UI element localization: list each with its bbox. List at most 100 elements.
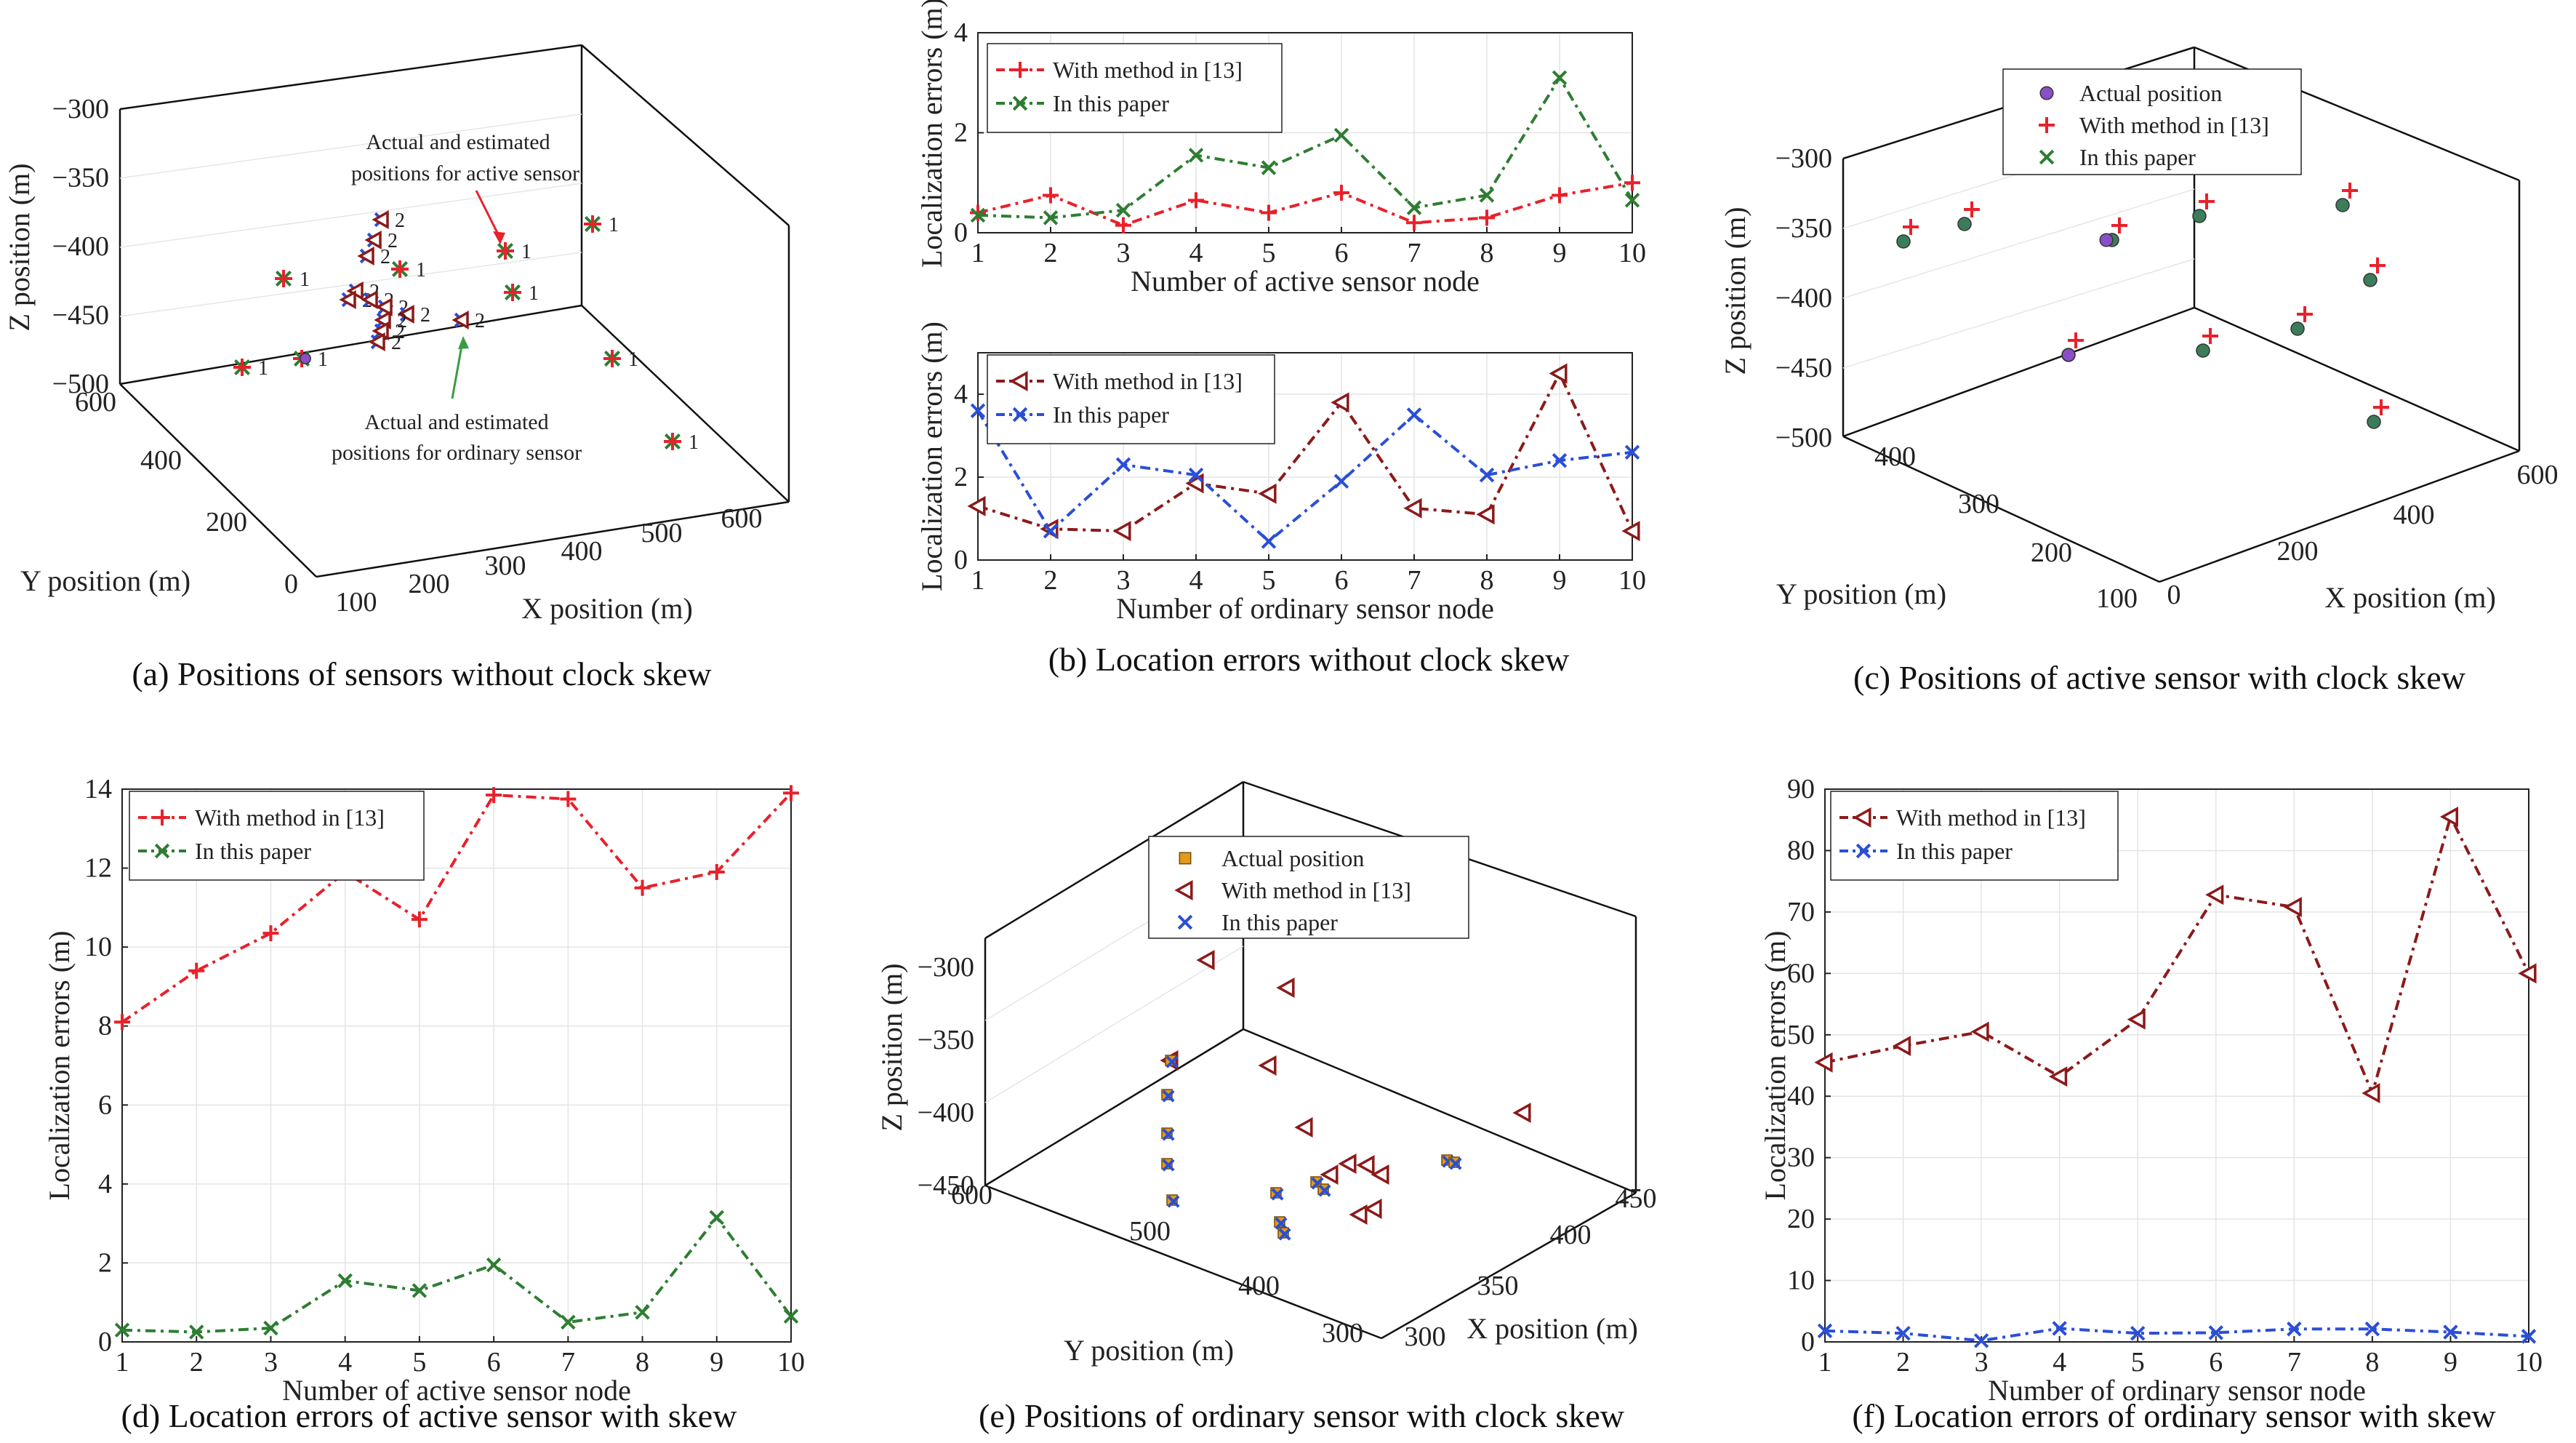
x-tick-label: 9: [1553, 565, 1567, 596]
x-tick-label: 300: [485, 551, 526, 581]
x-tick-label: 3: [1117, 565, 1131, 596]
data-point: [2364, 1322, 2380, 1337]
legend-label: With method in [13]: [1053, 368, 1243, 394]
legend-box: [129, 791, 425, 881]
caption-d: (d) Location errors of active sensor wit…: [121, 1397, 737, 1434]
data-point: [1258, 483, 1277, 504]
ordinary-point-m13: [375, 297, 393, 316]
y-axis-label: Y position (m): [1064, 1334, 1234, 1367]
x-axis-label: X position (m): [521, 592, 693, 625]
legend-label: With method in [13]: [1053, 57, 1243, 83]
chart-f-line: 1 2 3 4 5 6 7 8 9 10 0 10 20 30 40 50 60 70 80 90 Number of …: [1759, 774, 2543, 1407]
estimate-point: [2196, 343, 2210, 358]
x-tick-label: 4: [2053, 1347, 2066, 1378]
estimate-point: [1162, 1090, 1175, 1103]
y-tick-label: 2: [954, 462, 968, 492]
annotation-arrow-ordinary: [451, 341, 464, 399]
estimate-point: [2192, 209, 2207, 223]
ordinary-point-m13: [368, 332, 385, 351]
m13-point: [1903, 219, 1919, 235]
legend-label: In this paper: [1896, 838, 2013, 864]
data-point: [411, 911, 428, 928]
y-tick-label: 4: [954, 17, 968, 48]
data-point: [1043, 210, 1059, 225]
actual-point: [2061, 348, 2076, 362]
y-tick-label: 50: [1787, 1020, 1815, 1050]
x-tick-label: 1: [116, 1347, 129, 1378]
data-point: [1331, 392, 1349, 413]
z-tick-label: −500: [52, 369, 109, 399]
x-tick-label: 0: [2167, 580, 2181, 610]
y-axis-label: Localization errors (m): [1759, 931, 1791, 1201]
m13-point: [1964, 201, 1980, 217]
data-point: [1333, 185, 1349, 201]
series-line-0: [121, 792, 793, 1023]
legend: Actual position With method in [13] In thi…: [1148, 836, 1469, 939]
y-tick-label: 0: [1801, 1327, 1815, 1357]
data-point: [1115, 202, 1131, 218]
point-label-1: 1: [300, 268, 310, 291]
z-axis-label: Z position (m): [3, 163, 36, 331]
x-tick-label: 400: [2394, 500, 2435, 530]
y-tick-label: 4: [954, 379, 968, 409]
series-line-0: [977, 181, 1633, 227]
legend-label: In this paper: [195, 838, 311, 864]
legend-label: Actual position: [2079, 80, 2222, 106]
x-tick-label: 3: [1975, 1347, 1989, 1378]
estimate-point: [1957, 217, 1972, 231]
series-line-1: [121, 1215, 793, 1334]
x-tick-label: 2: [1044, 238, 1058, 268]
data-point: [486, 787, 502, 804]
x-tick-label: 2: [190, 1347, 204, 1378]
panel-f: 1 2 3 4 5 6 7 8 9 10 0 10 20 30 40 50 60 70 80 90 Number of …: [1716, 756, 2576, 1411]
data-point: [189, 1324, 204, 1340]
estimate-point: [1162, 1128, 1175, 1141]
y-tick-label: 400: [140, 445, 182, 476]
legend-label: With method in [13]: [1221, 877, 1411, 903]
data-point: [1479, 188, 1495, 203]
y-tick-label: 4: [98, 1169, 112, 1199]
plot-area-f: 1 2 3 4 5 6 7 8 9 10 0 10 20 30 40 50 60 70 80 90 Number of …: [1759, 774, 2543, 1407]
z-tick-label: −500: [1775, 423, 1832, 453]
data-point: [2521, 1329, 2537, 1344]
data-point: [970, 207, 986, 223]
y-axis-label: Localization errors (m): [915, 0, 948, 268]
estimate-point: [1162, 1159, 1175, 1172]
point-label-2: 2: [475, 310, 485, 332]
data-point: [1406, 215, 1422, 231]
z-axis-label: Z position (m): [1719, 207, 1752, 375]
estimate-point: [2363, 273, 2378, 287]
legend-marker: [2039, 117, 2055, 133]
point-label-1: 1: [258, 357, 268, 380]
m13-point: [2111, 217, 2127, 233]
m13-point: [1349, 1204, 1368, 1225]
data-point: [2439, 807, 2458, 827]
panel-b: 1 2 3 4 5 6 7 8 9 10 0 2 4 Number of active sensor no…: [872, 0, 1701, 655]
x-tick-label: 8: [1480, 565, 1494, 596]
data-point: [1624, 175, 1640, 191]
m13-point: [1258, 1055, 1277, 1076]
annotation-ordinary-1: Actual and estimated: [364, 410, 548, 434]
x-tick-label: 400: [561, 536, 603, 567]
data-point: [1406, 407, 1422, 423]
data-point: [1188, 467, 1204, 483]
y-tick-label: 70: [1787, 897, 1815, 927]
data-point: [114, 1322, 130, 1338]
estimate-point: [2335, 198, 2350, 212]
y-tick-label: 500: [1129, 1216, 1171, 1247]
legend-box: [1148, 836, 1469, 939]
data-point: [1261, 204, 1277, 221]
data-point: [1549, 363, 1568, 384]
z-tick-label: −300: [918, 952, 974, 983]
x-tick-label: 6: [487, 1347, 501, 1378]
ordinary-point-m13: [361, 290, 378, 309]
legend: With method in [13] In this paper: [129, 791, 425, 881]
annotation-active-2: positions for active sensor: [351, 161, 579, 185]
legend-label: In this paper: [1053, 90, 1169, 116]
y-tick-label: 200: [2031, 537, 2072, 568]
series-line-1: [977, 75, 1634, 220]
z-tick-label: −400: [918, 1098, 974, 1128]
data-point: [486, 1257, 502, 1273]
